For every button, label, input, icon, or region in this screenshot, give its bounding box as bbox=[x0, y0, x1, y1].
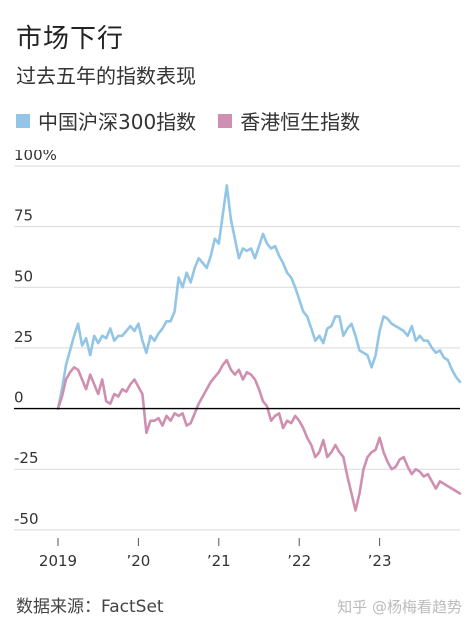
line-chart: 100% 75 50 25 0 -25 -50 2019 ’20 ’21 ’22 ’23 bbox=[14, 150, 462, 570]
legend-swatch-hsi bbox=[218, 113, 233, 128]
legend-item-hsi: 香港恒生指数 bbox=[218, 106, 360, 135]
chart-title: 市场下行 bbox=[16, 24, 125, 54]
x-tick-label: ’20 bbox=[126, 552, 150, 570]
x-tick-label: ’21 bbox=[207, 552, 231, 570]
series-line-hsi bbox=[56, 358, 462, 512]
x-tick-label: ’22 bbox=[287, 552, 311, 570]
y-tick-label: -25 bbox=[14, 449, 39, 467]
x-tick-label: ’23 bbox=[368, 552, 392, 570]
y-tick-label: 75 bbox=[14, 207, 33, 225]
y-tick-label: 0 bbox=[14, 389, 24, 407]
legend-swatch-csi300 bbox=[16, 113, 30, 128]
y-tick-label: -50 bbox=[14, 510, 39, 528]
legend-label-csi300: 中国沪深300指数 bbox=[38, 110, 197, 134]
y-tick-label: 50 bbox=[14, 267, 33, 285]
legend-label-hsi: 香港恒生指数 bbox=[240, 110, 361, 134]
series-line-csi300 bbox=[56, 184, 462, 410]
legend: 中国沪深300指数 香港恒生指数 bbox=[16, 106, 382, 135]
x-tick-label: 2019 bbox=[39, 552, 77, 570]
watermark: 知乎 @杨梅看趋势 bbox=[337, 598, 462, 616]
source-note: 数据来源：FactSet bbox=[16, 597, 164, 617]
chart-subtitle: 过去五年的指数表现 bbox=[16, 64, 196, 88]
y-tick-label: 25 bbox=[14, 328, 33, 346]
y-tick-label: 100% bbox=[14, 150, 57, 164]
legend-item-csi300: 中国沪深300指数 bbox=[16, 106, 196, 135]
